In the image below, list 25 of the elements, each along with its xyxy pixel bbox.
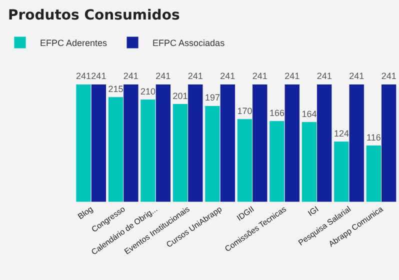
x-tick-label: Blog <box>76 204 95 222</box>
data-label: 241 <box>188 71 203 82</box>
data-label: 241 <box>123 71 138 82</box>
data-label: 164 <box>302 108 317 119</box>
data-label: 241 <box>381 71 396 82</box>
data-label: 116 <box>366 132 381 142</box>
data-label: 241 <box>284 71 300 82</box>
data-label: 241 <box>220 71 236 82</box>
data-label: 210 <box>140 86 156 96</box>
data-label: 241 <box>316 71 332 82</box>
data-label: 166 <box>269 108 284 118</box>
data-label: 124 <box>334 128 349 138</box>
x-tick-label: IGI <box>306 204 320 218</box>
data-label: 241 <box>76 71 92 82</box>
data-label: 170 <box>237 106 252 116</box>
legend-label: EFPC Associadas <box>152 38 226 48</box>
data-label: 241 <box>349 71 364 82</box>
data-label: 241 <box>252 71 268 82</box>
data-label: 197 <box>204 92 220 103</box>
data-label: 201 <box>172 90 188 101</box>
legend-label: EFPC Aderentes <box>40 38 108 48</box>
data-label: 215 <box>108 84 124 94</box>
data-label: 241 <box>91 71 106 82</box>
data-label: 241 <box>156 71 171 82</box>
chart-title: Produtos Consumidos <box>8 8 180 24</box>
